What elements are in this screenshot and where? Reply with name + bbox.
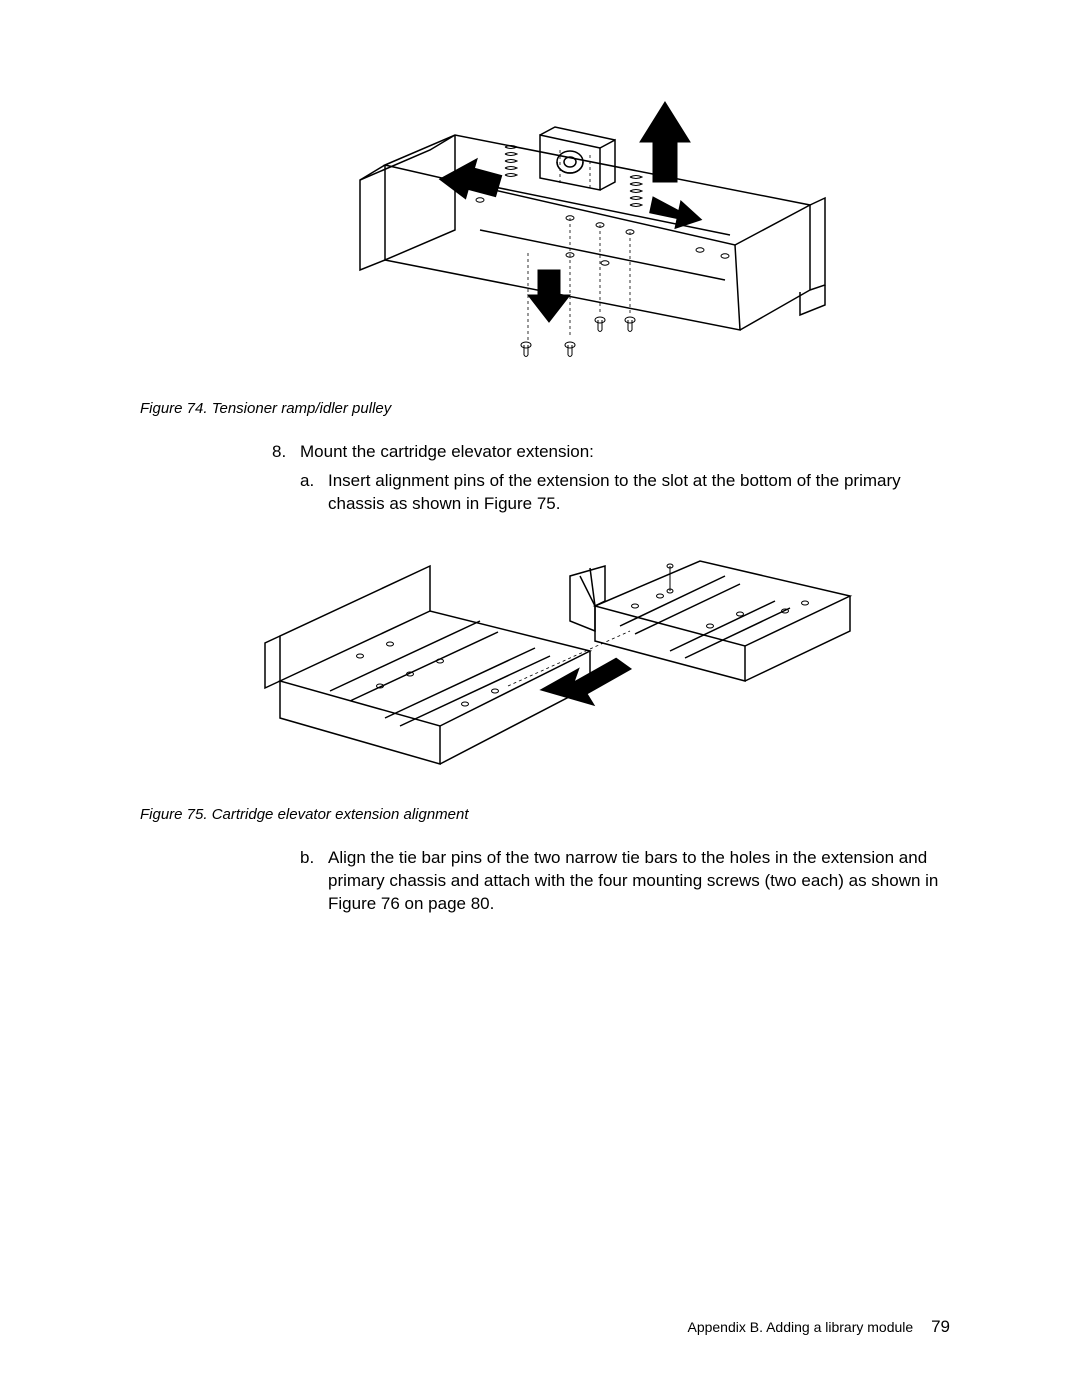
page-number: 79 [931,1317,950,1336]
step-8a-text: Insert alignment pins of the extension t… [328,470,960,516]
document-page: Figure 74. Tensioner ramp/idler pulley 8… [0,0,1080,1397]
step-8-number: 8. [272,441,300,516]
figure-75-diagram [240,536,860,796]
figure-75-caption: Figure 75. Cartridge elevator extension … [140,806,960,823]
figure-74-caption: Figure 74. Tensioner ramp/idler pulley [140,400,960,417]
step-8b-letter: b. [300,847,328,916]
step-8b-block: b. Align the tie bar pins of the two nar… [272,841,960,916]
step-8b-text: Align the tie bar pins of the two narrow… [328,847,960,916]
page-footer: Appendix B. Adding a library module 79 [687,1317,950,1337]
figure-74-diagram [270,90,830,390]
step-8: 8. Mount the cartridge elevator extensio… [272,441,960,516]
step-8a-letter: a. [300,470,328,516]
figure-74-area [140,90,960,390]
figure-75-area [140,536,960,796]
step-8-text: Mount the cartridge elevator extension: [300,442,594,461]
footer-text: Appendix B. Adding a library module [687,1319,913,1335]
